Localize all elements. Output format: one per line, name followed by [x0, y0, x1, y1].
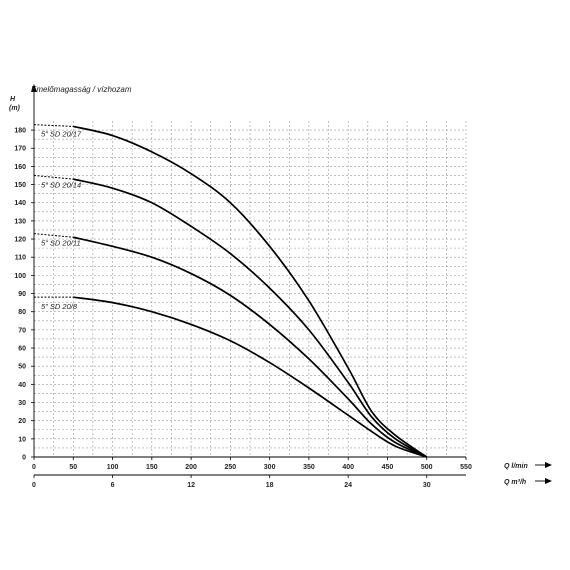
- y-tick-label: 170: [14, 146, 26, 153]
- x2-tick-label: 30: [423, 482, 431, 489]
- x-tick-label: 350: [303, 464, 315, 471]
- series-label: 5" SD 20/11: [41, 239, 81, 248]
- series-line: [73, 296, 428, 458]
- x-tick-label: 500: [421, 464, 433, 471]
- y-tick-label: 100: [14, 273, 26, 280]
- y-tick-label: 20: [18, 418, 26, 425]
- x2-tick-label: 0: [32, 482, 36, 489]
- y-tick-label: 10: [18, 436, 26, 443]
- series-group: [33, 124, 428, 458]
- series-line: [73, 178, 428, 458]
- grid: [34, 121, 467, 457]
- y-tick-label: 180: [14, 128, 26, 135]
- x-tick-label: 450: [382, 464, 394, 471]
- x-tick-label: 300: [264, 464, 276, 471]
- y-tick-label: 30: [18, 400, 26, 407]
- x2-tick-label: 24: [344, 482, 352, 489]
- x2-tick-label: 12: [187, 482, 195, 489]
- x-tick-label: 100: [107, 464, 119, 471]
- x2-tick-label: 6: [111, 482, 115, 489]
- y-tick-label: 40: [18, 382, 26, 389]
- y-tick-label: 60: [18, 346, 26, 353]
- x2-axis-title: Q m³/h: [504, 479, 526, 486]
- y-tick-label: 140: [14, 200, 26, 207]
- series-line-dashed: [33, 124, 74, 127]
- y-tick-label: 90: [18, 291, 26, 298]
- x-tick-label: 150: [146, 464, 158, 471]
- y-tick-label: 160: [14, 164, 26, 171]
- x-tick-label: 250: [225, 464, 237, 471]
- x-tick-label: 550: [460, 464, 472, 471]
- y-axis-unit: (m): [9, 105, 21, 112]
- x2-axis-arrow-icon: [545, 478, 552, 484]
- series-line: [73, 125, 428, 458]
- y-tick-label: 150: [14, 182, 26, 189]
- series-label: 5" SD 20/8: [41, 302, 78, 311]
- x-tick-label: 200: [185, 464, 197, 471]
- y-tick-label: 0: [22, 455, 26, 462]
- series-label: 5" SD 20/17: [41, 130, 82, 139]
- y-axis-title: H: [10, 96, 16, 103]
- y-tick-label: 130: [14, 218, 26, 225]
- series-line: [73, 236, 428, 458]
- labels-group: 0102030405060708090100110120130140150160…: [14, 128, 472, 489]
- series-label: 5" SD 20/14: [41, 180, 81, 189]
- y-tick-label: 110: [15, 255, 26, 262]
- y-axis-arrow-icon: [31, 84, 37, 92]
- axes: [31, 84, 552, 484]
- y-tick-label: 80: [18, 309, 26, 316]
- y-tick-label: 50: [18, 364, 26, 371]
- x-axis-title: Q l/min: [504, 463, 528, 470]
- x2-tick-label: 18: [266, 482, 274, 489]
- x-tick-label: 50: [69, 464, 77, 471]
- x-axis-arrow-icon: [545, 462, 552, 468]
- y-tick-label: 120: [14, 237, 26, 244]
- chart-title: Emelőmagasság / vízhozam: [31, 85, 132, 94]
- x-tick-label: 400: [342, 464, 354, 471]
- y-tick-label: 70: [18, 327, 26, 334]
- x-tick-label: 0: [32, 464, 36, 471]
